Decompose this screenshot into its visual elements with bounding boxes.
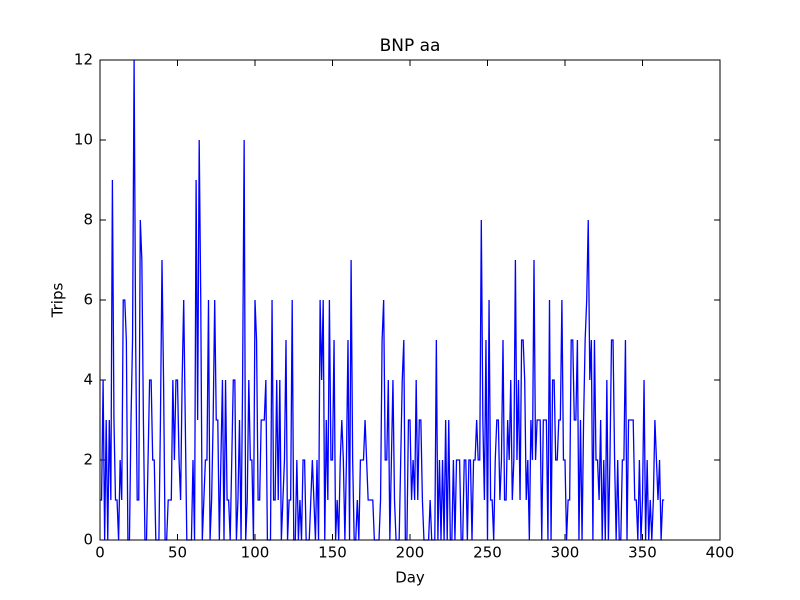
x-tick-label: 0 [95,544,105,562]
y-tick-label: 2 [83,451,93,469]
y-axis-label: Trips [49,283,67,319]
x-tick-label: 350 [628,544,657,562]
x-tick-label: 250 [473,544,502,562]
x-tick-label: 50 [168,544,187,562]
x-tick-label: 300 [551,544,580,562]
x-tick-label: 200 [396,544,425,562]
x-tick-label: 100 [241,544,270,562]
x-tick-label: 150 [318,544,347,562]
x-axis-label: Day [395,569,425,587]
y-tick-label: 10 [74,131,93,149]
x-tick-label: 400 [706,544,735,562]
y-tick-label: 0 [83,531,93,549]
plot-frame [99,59,721,541]
chart-title: BNP aa [380,36,441,56]
data-line [100,59,665,541]
y-tick-label: 8 [83,211,93,229]
y-tick-label: 6 [83,291,93,309]
y-tick-label: 4 [83,371,93,389]
y-tick-label: 12 [74,51,93,69]
